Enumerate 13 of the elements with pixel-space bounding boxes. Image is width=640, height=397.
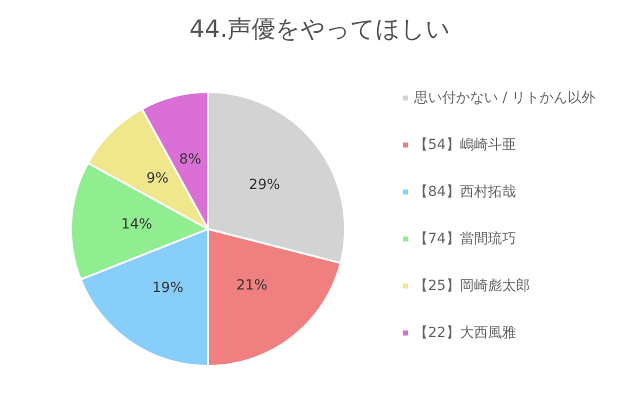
chart-title: 44.声優をやってほしい xyxy=(189,15,451,43)
legend-label: 【25】岡崎彪太郎 xyxy=(414,278,530,294)
data-label: 21% xyxy=(236,277,268,294)
legend-label: 思い付かない / リトかん以外 xyxy=(413,90,596,106)
data-label: 8% xyxy=(179,152,202,168)
data-label: 9% xyxy=(146,170,169,186)
data-label: 19% xyxy=(152,280,184,296)
legend-label: 【54】嶋崎斗亜 xyxy=(414,137,516,153)
legend-label: 【22】大西風雅 xyxy=(414,325,516,341)
legend-label: 【84】西村拓哉 xyxy=(414,184,516,200)
data-label: 29% xyxy=(248,177,280,194)
data-label: 14% xyxy=(121,216,152,233)
legend-label: 【74】當間琉巧 xyxy=(414,231,516,247)
